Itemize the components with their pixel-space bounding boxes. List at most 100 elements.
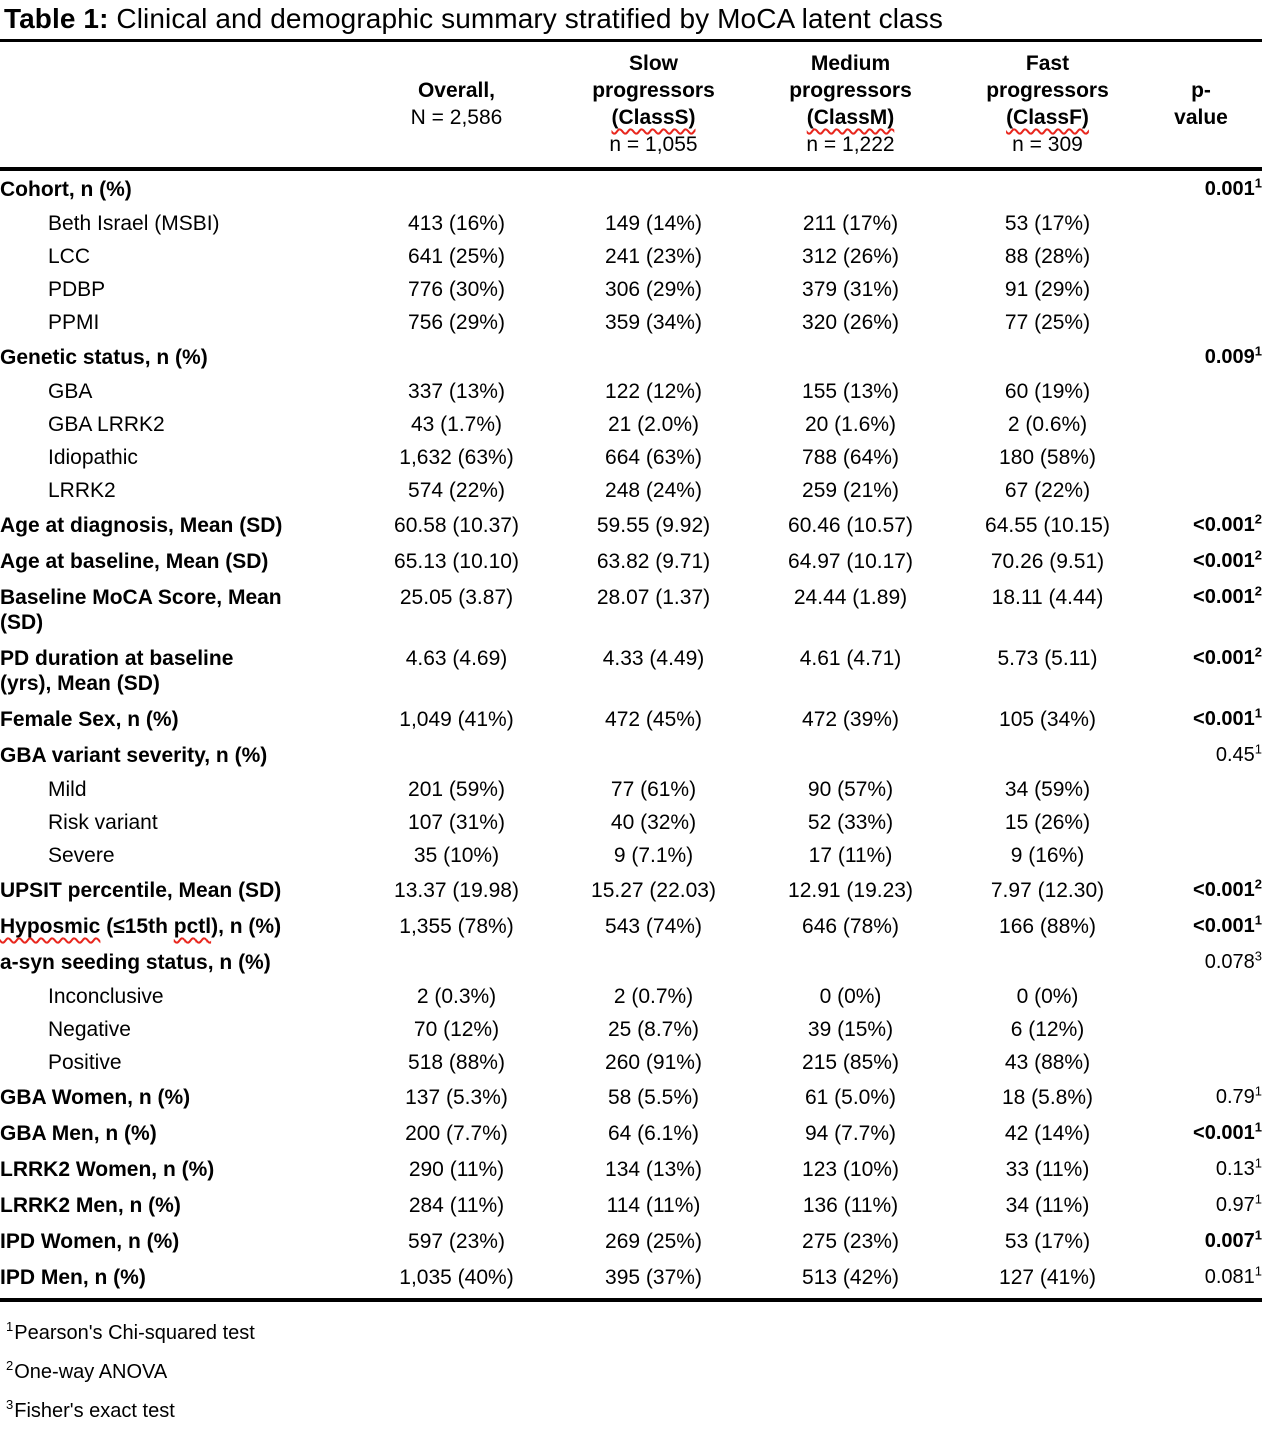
row-label: GBA LRRK2 <box>48 413 165 436</box>
cell-overall: 337 (13%) <box>408 380 505 403</box>
cell-medium: 320 (26%) <box>802 311 899 334</box>
cell-fast <box>949 944 1146 980</box>
table-row: PPMI 756 (29%) 359 (34%) 320 (26%) 77 (25%) <box>0 306 1262 339</box>
table-title: Table 1: Clinical and demographic summar… <box>0 0 1262 42</box>
cell-overall: 776 (30%) <box>408 278 505 301</box>
row-label: Severe <box>48 844 115 867</box>
cell-overall: 13.37 (19.98) <box>394 879 519 902</box>
cell-medium: 155 (13%) <box>802 380 899 403</box>
table-row: Hyposmic (≤15th pctl), n (%) 1,355 (78%) 5… <box>0 908 1262 944</box>
cell-medium: 275 (23%) <box>802 1230 899 1253</box>
row-label: Risk variant <box>48 811 158 834</box>
cell-medium: 61 (5.0%) <box>804 1086 897 1109</box>
cell-fast: 91 (29%) <box>1004 278 1091 301</box>
cell-medium: 17 (11%) <box>808 844 893 867</box>
table-title-text: Clinical and demographic summary stratif… <box>108 3 943 34</box>
p-value-superscript: 1 <box>1254 343 1262 359</box>
cell-p-value <box>1146 273 1262 306</box>
p-value-text: 0.13 <box>1215 1158 1255 1180</box>
cell-p-value <box>1146 207 1262 240</box>
cell-medium: 4.61 (4.71) <box>799 647 902 670</box>
footnote: 2One-way ANOVA <box>6 1359 1262 1384</box>
cell-slow: 15.27 (22.03) <box>591 879 716 902</box>
cell-fast: 15 (26%) <box>1004 811 1091 834</box>
fast-line2: progressors <box>986 79 1109 102</box>
cell-medium: 788 (64%) <box>802 446 899 469</box>
slow-line2: progressors <box>592 79 715 102</box>
cell-slow: 269 (25%) <box>605 1230 702 1253</box>
p-value-text: <0.001 <box>1193 647 1255 669</box>
cell-fast: 53 (17%) <box>1004 212 1091 235</box>
cell-medium: 60.46 (10.57) <box>788 514 913 537</box>
table-title-prefix: Table 1: <box>4 3 109 34</box>
footnote-text: Pearson's Chi-squared test <box>14 1322 255 1344</box>
header-empty-cell <box>0 42 358 171</box>
p-value-superscript: 2 <box>1254 511 1262 527</box>
cell-slow: 248 (24%) <box>605 479 702 502</box>
table-body: Cohort, n (%) 0.0011 Beth Israel (MSBI) 413… <box>0 169 1262 1302</box>
cell-overall: 597 (23%) <box>408 1230 505 1253</box>
cell-fast: 18 (5.8%) <box>1001 1086 1094 1109</box>
table-row: Inconclusive 2 (0.3%) 2 (0.7%) 0 (0%) 0 (0%) <box>0 980 1262 1013</box>
overall-label: Overall, <box>417 79 496 102</box>
cell-medium: 211 (17%) <box>802 212 899 235</box>
cell-medium: 52 (33%) <box>807 811 894 834</box>
cell-slow: 25 (8.7%) <box>607 1018 700 1041</box>
row-label: UPSIT percentile, Mean (SD) <box>0 879 282 902</box>
table-row: GBA LRRK2 43 (1.7%) 21 (2.0%) 20 (1.6%) 2 (0… <box>0 408 1262 441</box>
row-label: LRRK2 <box>48 479 116 502</box>
cell-p-value <box>1146 773 1262 806</box>
cell-p-value <box>1146 1046 1262 1079</box>
cell-fast: 60 (19%) <box>1004 380 1091 403</box>
cell-fast: 105 (34%) <box>999 708 1096 731</box>
cell-medium: 64.97 (10.17) <box>788 550 913 573</box>
cell-slow: 114 (11%) <box>606 1194 701 1217</box>
cell-slow: 359 (34%) <box>605 311 702 334</box>
cell-slow <box>555 944 752 980</box>
cell-medium <box>752 737 949 773</box>
cell-slow <box>555 737 752 773</box>
row-label: Female Sex, n (%) <box>0 708 179 731</box>
p-value-superscript: 1 <box>1254 705 1262 721</box>
cell-p-value: 0.0811 <box>1146 1259 1262 1302</box>
cell-medium: 646 (78%) <box>802 915 899 938</box>
row-label: Baseline MoCA Score, Mean (SD) <box>0 586 282 634</box>
cell-slow: 21 (2.0%) <box>607 413 700 436</box>
footnote-text: Fisher's exact test <box>14 1400 175 1422</box>
cell-slow: 2 (0.7%) <box>613 985 694 1008</box>
row-label: GBA Men, n (%) <box>0 1122 157 1145</box>
row-label: GBA variant severity, n (%) <box>0 744 268 767</box>
p-value-text: <0.001 <box>1193 1122 1255 1144</box>
header-col-overall: Overall, N = 2,586 <box>358 42 555 171</box>
cell-overall: 200 (7.7%) <box>405 1122 508 1145</box>
table-row: Risk variant 107 (31%) 40 (32%) 52 (33%) 15 … <box>0 806 1262 839</box>
table-row: Mild 201 (59%) 77 (61%) 90 (57%) 34 (59%) <box>0 773 1262 806</box>
footnote-marker: 3 <box>6 1397 14 1413</box>
cell-p-value <box>1146 1013 1262 1046</box>
cell-overall: 1,355 (78%) <box>399 915 514 938</box>
cell-slow: 395 (37%) <box>555 1259 752 1302</box>
cell-overall: 413 (16%) <box>408 212 505 235</box>
table-row: GBA Women, n (%) 137 (5.3%) 58 (5.5%) 61 (5… <box>0 1079 1262 1115</box>
header-col-slow: Slow progressors (ClassS) n = 1,055 <box>555 42 752 171</box>
cell-fast: 166 (88%) <box>999 915 1096 938</box>
table-row: LRRK2 Men, n (%) 284 (11%) 114 (11%) 136 (1… <box>0 1187 1262 1223</box>
cell-medium: 472 (39%) <box>802 708 899 731</box>
row-label: PDBP <box>48 278 106 301</box>
medium-line2: progressors <box>789 79 912 102</box>
cell-slow: 241 (23%) <box>605 245 702 268</box>
cell-fast: 77 (25%) <box>1004 311 1091 334</box>
header-col-p-value: p- value <box>1146 42 1262 171</box>
cell-medium: 94 (7.7%) <box>804 1122 897 1145</box>
p-value-superscript: 1 <box>1254 1083 1262 1099</box>
row-label: LCC <box>48 245 91 268</box>
cell-p-value <box>1146 240 1262 273</box>
cell-slow <box>555 339 752 375</box>
cell-overall: 574 (22%) <box>408 479 505 502</box>
cell-overall: 60.58 (10.37) <box>394 514 519 537</box>
cell-slow: 59.55 (9.92) <box>596 514 711 537</box>
cell-p-value: <0.0012 <box>1146 872 1262 908</box>
cell-fast: 70.26 (9.51) <box>990 550 1105 573</box>
slow-line1: Slow <box>628 52 678 75</box>
table-row: Severe 35 (10%) 9 (7.1%) 17 (11%) 9 (16%) <box>0 839 1262 872</box>
